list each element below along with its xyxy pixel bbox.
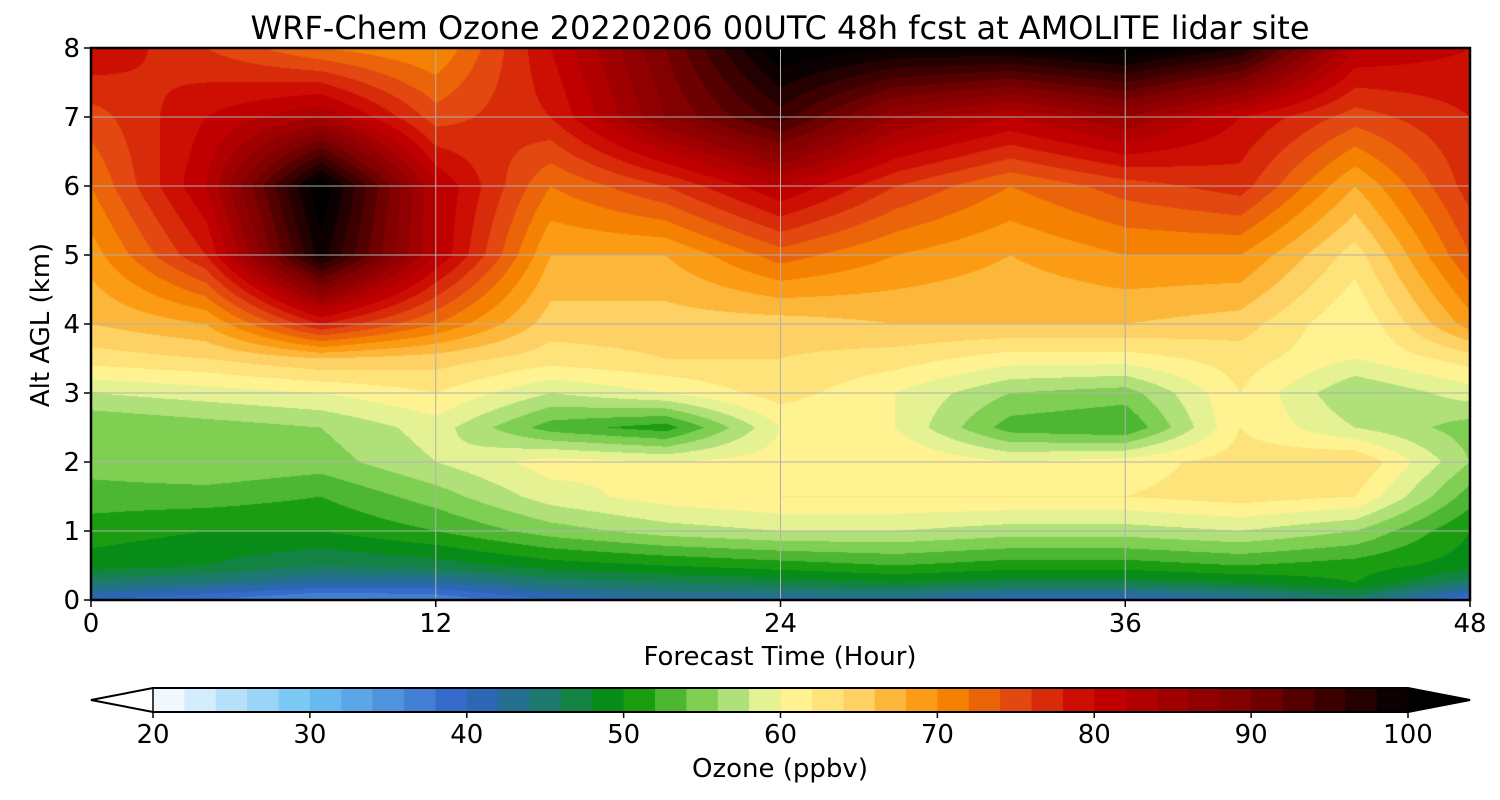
- colorbar-segment: [278, 688, 311, 712]
- colorbar-segment: [529, 688, 562, 712]
- colorbar-tick-label: 90: [1235, 720, 1268, 750]
- colorbar-segment: [1031, 688, 1064, 712]
- colorbar-segment: [466, 688, 499, 712]
- x-tick-label: 0: [83, 609, 100, 639]
- colorbar-segment: [215, 688, 248, 712]
- colorbar-tick-label: 20: [136, 720, 169, 750]
- plot-area: [89, 46, 1472, 602]
- colorbar-segment: [372, 688, 405, 712]
- colorbar-segment: [1376, 688, 1409, 712]
- colorbar-tick-label: 80: [1078, 720, 1111, 750]
- colorbar-segment: [874, 688, 907, 712]
- colorbar-segment: [592, 688, 625, 712]
- colorbar-segment: [1000, 688, 1033, 712]
- y-tick-label: 8: [63, 34, 80, 64]
- colorbar-tick-label: 60: [764, 720, 797, 750]
- x-tick-label: 24: [764, 609, 797, 639]
- x-axis-label: Forecast Time (Hour): [643, 642, 916, 672]
- chart-title: WRF-Chem Ozone 20220206 00UTC 48h fcst a…: [250, 9, 1309, 47]
- colorbar-segment: [780, 688, 813, 712]
- colorbar-segment: [1282, 688, 1315, 712]
- colorbar-segment: [560, 688, 593, 712]
- x-tick-label: 36: [1109, 609, 1142, 639]
- colorbar-segment: [1345, 688, 1378, 712]
- colorbar-segment: [1219, 688, 1252, 712]
- colorbar-tick-label: 40: [450, 720, 483, 750]
- colorbar-segment: [843, 688, 876, 712]
- colorbar-segment: [749, 688, 782, 712]
- colorbar-segment: [906, 688, 938, 712]
- colorbar-segment: [655, 688, 687, 712]
- colorbar-segment: [1125, 688, 1158, 712]
- y-axis-label: Alt AGL (km): [26, 243, 56, 407]
- colorbar-segment: [1313, 688, 1346, 712]
- x-tick-label: 12: [419, 609, 452, 639]
- colorbar-segment: [937, 688, 970, 712]
- colorbar-segment: [968, 688, 1001, 712]
- y-tick-label: 6: [63, 172, 80, 202]
- colorbar-segment: [184, 688, 217, 712]
- colorbar-segment: [247, 688, 280, 712]
- x-axis: 0 12 24 36 48: [83, 600, 1487, 639]
- colorbar-low-extension: [90, 687, 154, 713]
- y-tick-label: 7: [63, 103, 80, 133]
- colorbar-segment: [1251, 688, 1284, 712]
- x-tick-label: 48: [1453, 609, 1486, 639]
- colorbar-segment: [341, 688, 374, 712]
- colorbar-segment: [717, 688, 750, 712]
- colorbar-tick-label: 50: [607, 720, 640, 750]
- colorbar-segment: [1188, 688, 1221, 712]
- colorbar-segment: [623, 688, 656, 712]
- y-tick-label: 1: [63, 517, 80, 547]
- colorbar-segment: [435, 688, 468, 712]
- y-tick-label: 2: [63, 448, 80, 478]
- colorbar-segment: [309, 688, 342, 712]
- colorbar-segment: [1062, 688, 1095, 712]
- y-tick-label: 3: [63, 379, 80, 409]
- colorbar-segment: [498, 688, 531, 712]
- y-tick-label: 5: [63, 241, 80, 271]
- y-tick-label: 0: [63, 586, 80, 616]
- colorbar-segment: [811, 688, 844, 712]
- colorbar-segment: [686, 688, 719, 712]
- colorbar: 20 30 40 50 60 70 80 90 100: [90, 687, 1471, 750]
- colorbar-segment: [404, 688, 436, 712]
- colorbar-tick-label: 70: [921, 720, 954, 750]
- colorbar-segment: [153, 688, 185, 712]
- colorbar-label: Ozone (ppbv): [692, 754, 868, 784]
- y-axis: 0 1 2 3 4 5 6 7 8: [63, 34, 91, 616]
- colorbar-tick-label: 100: [1383, 720, 1433, 750]
- colorbar-tick-label: 30: [293, 720, 326, 750]
- colorbar-segment: [1094, 688, 1127, 712]
- colorbar-segment: [1157, 688, 1189, 712]
- y-tick-label: 4: [63, 310, 80, 340]
- colorbar-high-extension: [1407, 687, 1471, 713]
